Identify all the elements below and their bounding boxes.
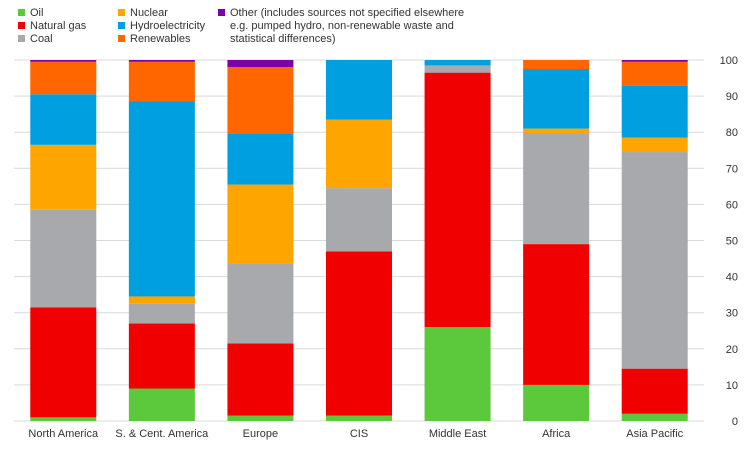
legend-swatch xyxy=(118,9,125,16)
bar-segment xyxy=(326,119,392,189)
bar-segment xyxy=(523,128,590,135)
x-tick-label: CIS xyxy=(350,428,368,440)
bar-segment xyxy=(227,134,294,185)
x-tick-label: Europe xyxy=(243,428,278,440)
x-axis-labels: North America S. & Cent. America Europe CIS… xyxy=(28,428,683,440)
bar-segment xyxy=(128,323,195,389)
legend-label: Hydroelectricity xyxy=(130,20,206,32)
legend-label: Natural gas xyxy=(30,20,87,32)
bar-segment xyxy=(30,209,97,308)
bar-segment xyxy=(227,67,294,135)
y-axis-ticks: 0 10 20 30 40 50 60 70 80 90 100 xyxy=(720,55,738,428)
bar-segment xyxy=(621,60,688,62)
bar-segment xyxy=(424,60,491,66)
legend-label: Coal xyxy=(30,33,53,45)
bar-segment xyxy=(621,413,688,421)
bar-segment xyxy=(128,101,195,297)
y-tick-label: 30 xyxy=(726,308,738,320)
bar-segment xyxy=(227,343,294,416)
bar-segment xyxy=(128,61,195,102)
y-tick-label: 90 xyxy=(726,91,738,103)
bar-segment xyxy=(621,368,688,414)
bar-segment xyxy=(128,296,195,304)
y-tick-label: 0 xyxy=(732,416,738,428)
legend-swatch xyxy=(218,9,225,16)
bar-segment xyxy=(227,263,294,344)
bar-segment xyxy=(326,415,392,421)
bar-segment xyxy=(128,388,195,421)
bar-segment xyxy=(30,94,97,145)
bar-segment xyxy=(326,188,392,252)
bar-segment xyxy=(424,327,491,421)
bar-segment xyxy=(424,65,491,73)
bar-segment xyxy=(621,152,688,369)
legend-label: Oil xyxy=(30,7,43,19)
x-tick-label: North America xyxy=(28,428,99,440)
bar-segment xyxy=(523,244,590,385)
bar-segment xyxy=(128,303,195,324)
legend-swatch xyxy=(18,9,25,16)
bar-segment xyxy=(326,60,392,120)
bar-segment xyxy=(30,60,97,62)
x-tick-label: Middle East xyxy=(429,428,486,440)
bar-segment xyxy=(523,60,590,70)
bar-segment xyxy=(424,72,491,328)
bar-segment xyxy=(621,137,688,153)
bar-stacks xyxy=(30,60,688,421)
y-tick-label: 100 xyxy=(720,55,738,67)
y-tick-label: 70 xyxy=(726,163,738,175)
legend-swatch xyxy=(18,35,25,42)
y-tick-label: 50 xyxy=(726,236,738,248)
y-tick-label: 80 xyxy=(726,127,738,139)
bar-segment xyxy=(523,134,590,245)
x-tick-label: Asia Pacific xyxy=(626,428,683,440)
bar-segment xyxy=(30,144,97,210)
bar-segment xyxy=(227,415,294,421)
y-tick-label: 20 xyxy=(726,344,738,356)
bar-segment xyxy=(621,61,688,86)
x-tick-label: S. & Cent. America xyxy=(115,428,209,440)
bar-segment xyxy=(128,60,195,62)
y-tick-label: 60 xyxy=(726,199,738,211)
legend-swatch xyxy=(118,35,125,42)
bar-segment xyxy=(227,184,294,264)
y-tick-label: 40 xyxy=(726,272,738,284)
legend-label: e.g. pumped hydro, non-renewable waste a… xyxy=(230,20,454,32)
legend-swatch xyxy=(118,22,125,29)
bar-segment xyxy=(227,60,294,68)
legend-swatch xyxy=(18,22,25,29)
bar-segment xyxy=(30,307,97,418)
bar-segment xyxy=(30,61,97,95)
legend-label: statistical differences) xyxy=(230,33,336,45)
bar-segment xyxy=(326,251,392,416)
x-tick-label: Africa xyxy=(542,428,571,440)
legend-label: Renewables xyxy=(130,33,191,45)
bar-segment xyxy=(30,417,97,421)
bar-segment xyxy=(523,384,590,421)
bar-segment xyxy=(621,85,688,138)
y-tick-label: 10 xyxy=(726,380,738,392)
legend-label: Other (includes sources not specified el… xyxy=(230,7,464,19)
bar-segment xyxy=(523,69,590,129)
legend-label: Nuclear xyxy=(130,7,168,19)
